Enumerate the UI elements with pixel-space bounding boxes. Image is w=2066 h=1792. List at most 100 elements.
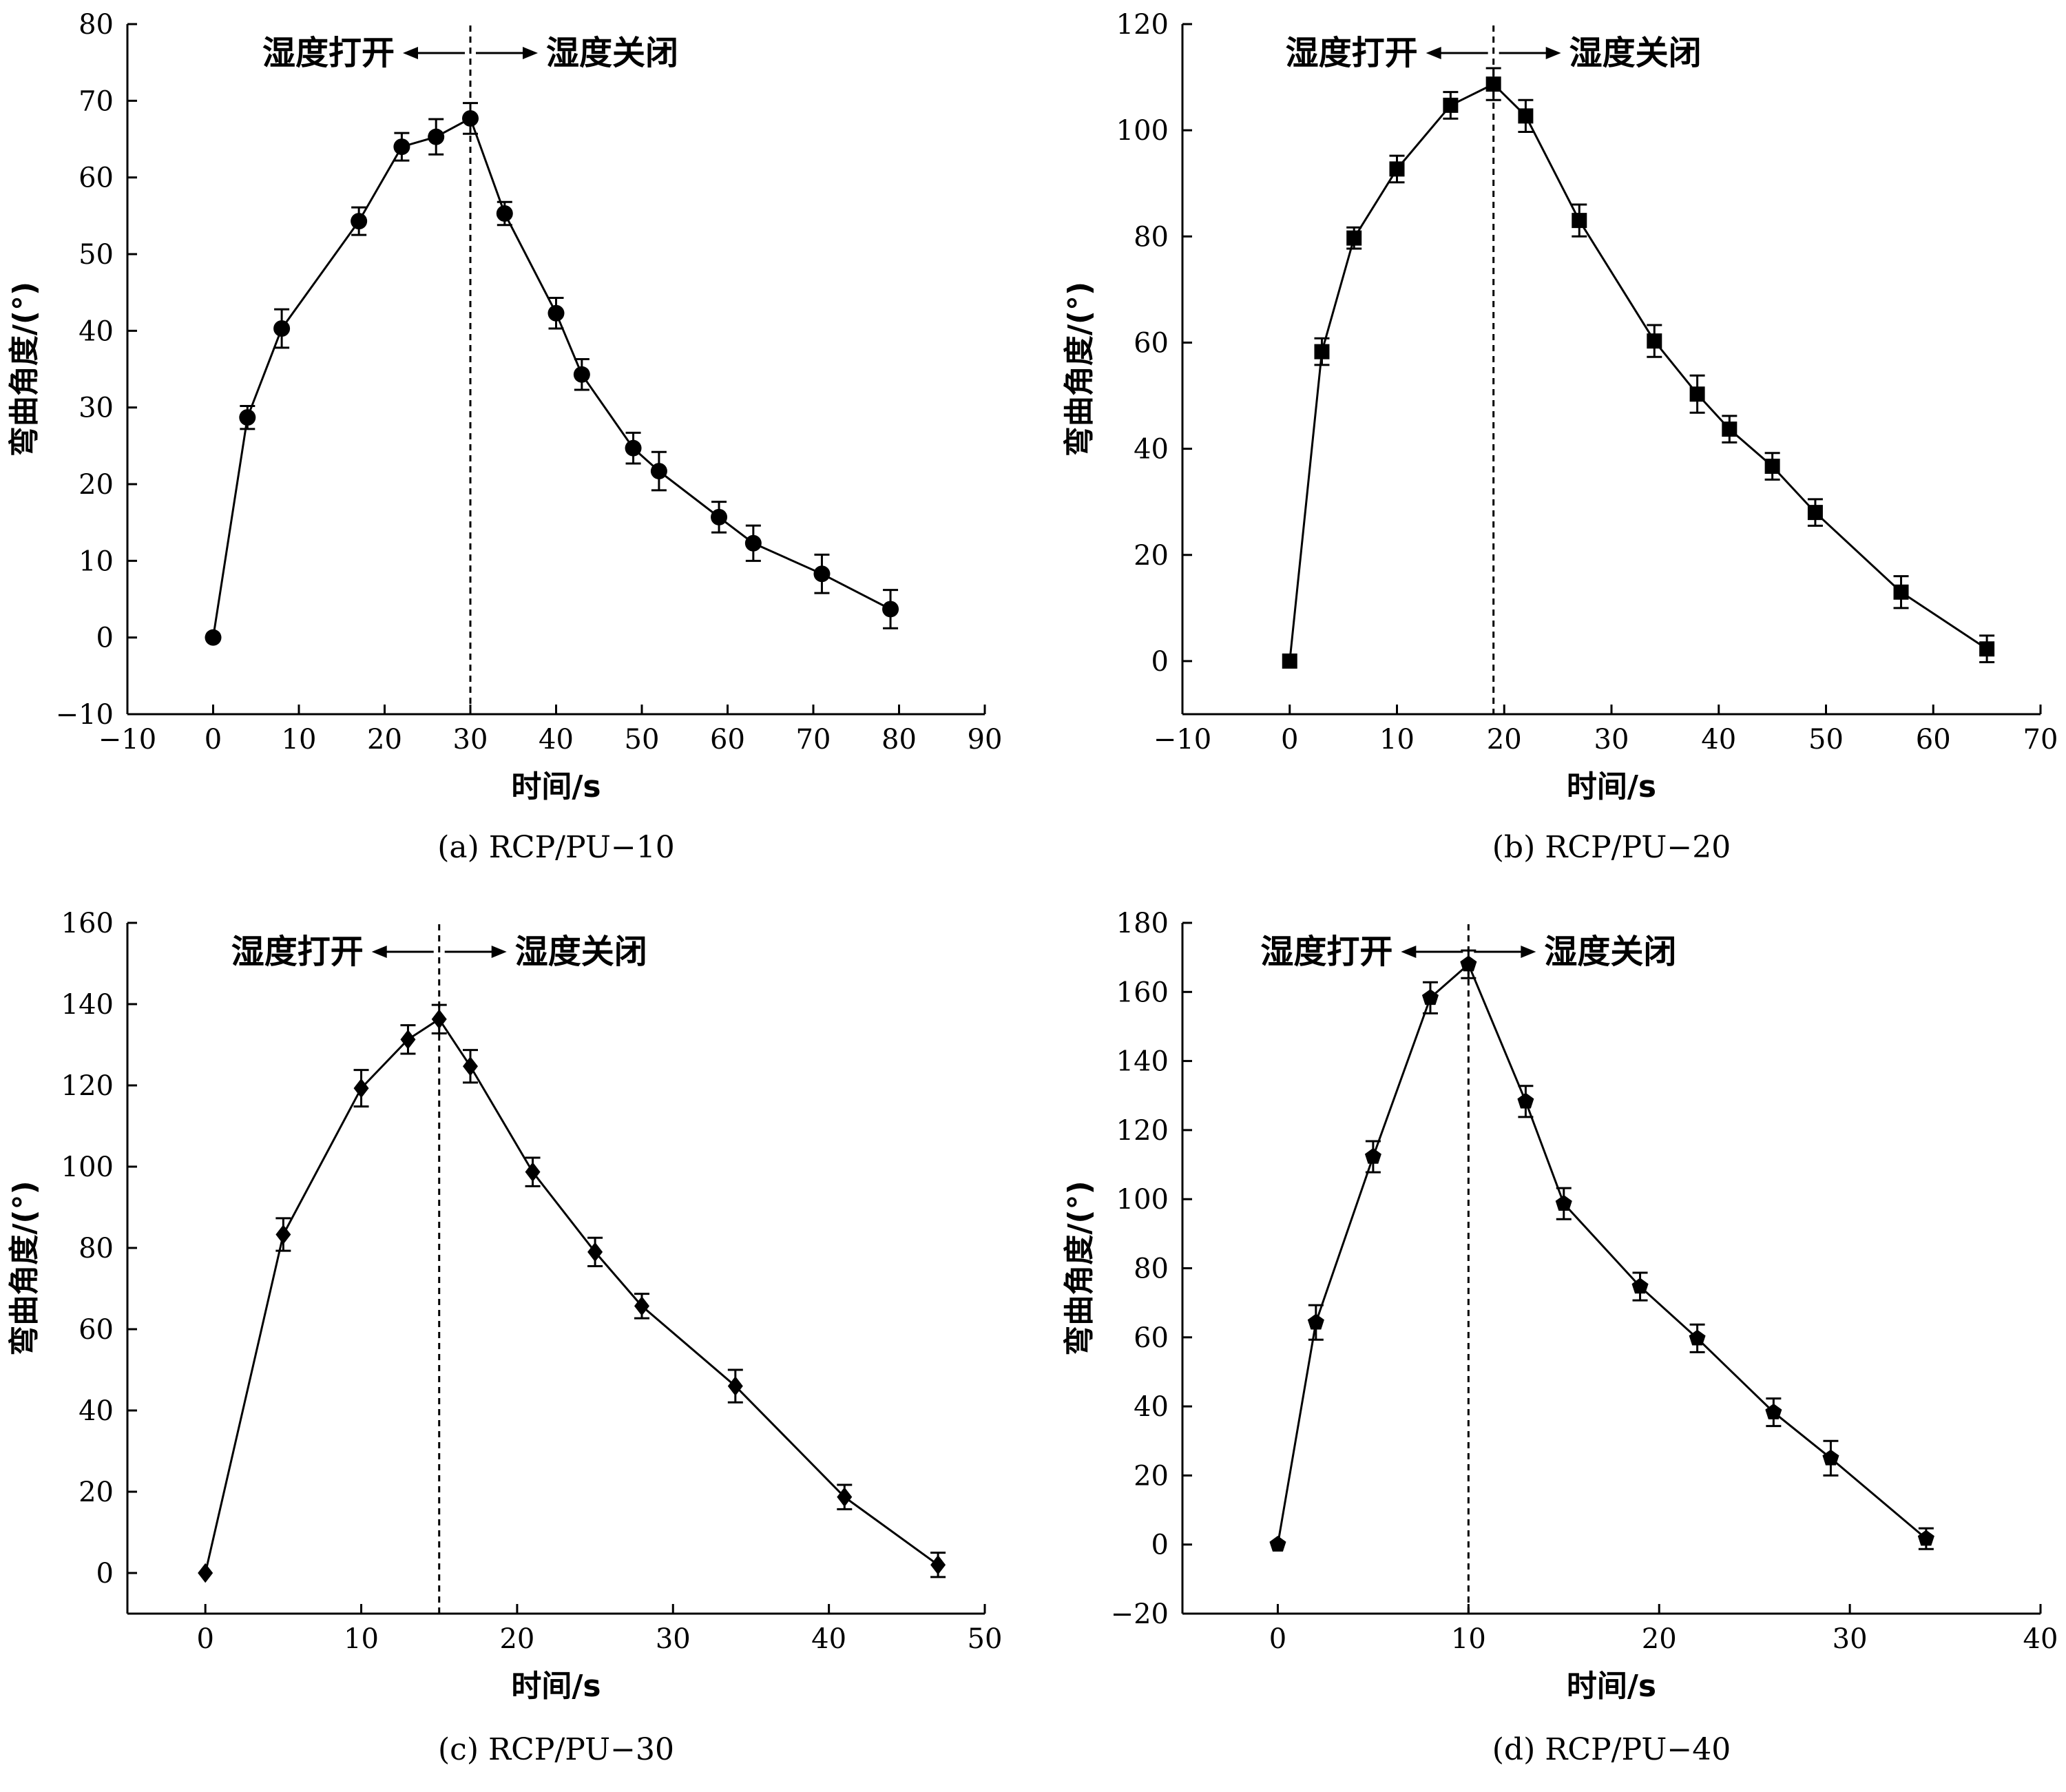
data-point xyxy=(1269,1536,1286,1552)
x-tick-label: 0 xyxy=(1281,724,1298,756)
left-arrow-head xyxy=(403,47,418,59)
x-tick-label: 0 xyxy=(196,1623,213,1655)
x-tick-label: 50 xyxy=(1808,724,1844,756)
y-tick-label: 120 xyxy=(1116,1115,1169,1147)
data-point xyxy=(573,366,590,383)
x-tick-label: 30 xyxy=(656,1623,691,1655)
y-tick-label: 140 xyxy=(1116,1046,1169,1078)
y-tick-label: 100 xyxy=(61,1152,114,1183)
data-point xyxy=(1572,213,1587,229)
data-point xyxy=(1807,505,1823,521)
y-tick-label: 40 xyxy=(1134,1391,1169,1423)
right-arrow-head xyxy=(523,47,538,59)
y-axis-label: 弯曲角度/(°) xyxy=(1062,282,1097,457)
data-point xyxy=(1765,1404,1782,1419)
data-point xyxy=(837,1487,853,1507)
humidity-on-label: 湿度打开 xyxy=(231,933,364,971)
x-axis-label: 时间/s xyxy=(1567,1669,1656,1704)
humidity-off-label: 湿度关闭 xyxy=(1569,34,1702,72)
y-tick-label: 60 xyxy=(79,1314,114,1346)
x-axis-label: 时间/s xyxy=(511,1669,601,1704)
panel-caption: (c) RCP/PU−30 xyxy=(438,1732,674,1767)
y-tick-label: 20 xyxy=(1134,1460,1169,1492)
data-point xyxy=(634,1296,649,1316)
data-point xyxy=(1364,1147,1381,1164)
y-tick-label: 70 xyxy=(79,85,114,117)
x-tick-label: 50 xyxy=(968,1623,1003,1655)
chart-panel-a: −10 0 10 20 30 40 50 60 70 80 90 −10 0 10 20 30 40 50 60 70… xyxy=(7,9,1002,865)
data-point xyxy=(400,1030,416,1050)
series-line xyxy=(212,116,891,638)
data-point xyxy=(1346,230,1362,246)
y-tick-label: 100 xyxy=(1116,115,1169,147)
y-tick-label: 180 xyxy=(1116,908,1169,939)
data-point xyxy=(351,213,368,230)
data-point xyxy=(525,1162,541,1182)
x-tick-label: 40 xyxy=(811,1623,846,1655)
x-tick-label: 30 xyxy=(1594,724,1629,756)
data-point xyxy=(1555,1195,1572,1211)
data-point xyxy=(813,565,831,583)
humidity-off-label: 湿度关闭 xyxy=(546,34,678,72)
y-tick-label: 0 xyxy=(96,623,114,654)
humidity-on-label: 湿度打开 xyxy=(1286,34,1418,72)
data-point xyxy=(1893,584,1909,600)
chart-panel-d: 0 10 20 30 40 −20 0 20 40 60 80 100 120 140 160 180 时间/s… xyxy=(1062,908,2058,1767)
x-tick-label: 50 xyxy=(625,724,660,756)
x-tick-label: 10 xyxy=(282,724,317,756)
y-tick-label: 120 xyxy=(61,1070,114,1102)
left-arrow-head xyxy=(371,946,387,958)
humidity-off-label: 湿度关闭 xyxy=(515,933,647,971)
y-tick-label: 120 xyxy=(1116,9,1169,41)
data-point xyxy=(727,1376,743,1396)
y-tick-label: 60 xyxy=(1134,327,1169,359)
y-tick-label: 50 xyxy=(79,239,114,271)
data-point xyxy=(882,601,899,618)
y-tick-label: 80 xyxy=(1134,221,1169,253)
data-point xyxy=(1443,97,1459,113)
panel-caption: (a) RCP/PU−10 xyxy=(437,830,675,865)
x-tick-label: 0 xyxy=(205,724,222,756)
data-point xyxy=(1307,1313,1324,1330)
data-point xyxy=(1421,989,1439,1006)
chart-panel-c: 0 10 20 30 40 50 0 20 40 60 80 100 120 140 160 时间/s 弯曲角度… xyxy=(7,908,1002,1767)
humidity-off-label: 湿度关闭 xyxy=(1544,933,1676,971)
x-tick-label: 0 xyxy=(1269,1623,1286,1655)
x-tick-label: 40 xyxy=(1701,724,1736,756)
x-tick-label: 70 xyxy=(796,724,831,756)
x-tick-label: 80 xyxy=(881,724,917,756)
left-arrow-head xyxy=(1401,946,1417,958)
data-point xyxy=(1722,421,1738,437)
data-point xyxy=(547,304,565,322)
x-tick-label: −10 xyxy=(1154,724,1211,756)
data-point xyxy=(1822,1449,1839,1466)
data-point xyxy=(711,508,728,525)
x-tick-label: 40 xyxy=(2023,1623,2058,1655)
y-tick-label: 80 xyxy=(79,1233,114,1264)
x-tick-label: 60 xyxy=(1916,724,1951,756)
panel-caption: (b) RCP/PU−20 xyxy=(1492,830,1731,865)
data-point xyxy=(650,463,667,480)
y-tick-label: 10 xyxy=(79,545,114,577)
x-tick-label: 90 xyxy=(968,724,1003,756)
data-point xyxy=(496,205,513,222)
y-tick-label: 0 xyxy=(1151,1530,1169,1561)
x-axis-label: 时间/s xyxy=(1567,769,1656,804)
data-point xyxy=(1518,108,1534,124)
panel-caption: (d) RCP/PU−40 xyxy=(1492,1732,1731,1767)
data-point xyxy=(428,128,445,145)
y-tick-label: 40 xyxy=(79,1395,114,1427)
y-tick-label: 20 xyxy=(1134,540,1169,572)
chart-panel-b: −10 0 10 20 30 40 50 60 70 0 20 40 60 80 100 120 时间/s 弯曲角… xyxy=(1062,9,2058,865)
y-tick-label: −20 xyxy=(1111,1598,1169,1630)
y-tick-label: 40 xyxy=(1134,434,1169,466)
data-point xyxy=(462,110,479,127)
data-point xyxy=(1485,76,1501,92)
y-tick-label: 80 xyxy=(79,9,114,41)
y-tick-label: 60 xyxy=(1134,1322,1169,1354)
y-tick-label: 20 xyxy=(79,1477,114,1508)
right-arrow-head xyxy=(1545,47,1561,59)
y-tick-label: 60 xyxy=(79,163,114,194)
